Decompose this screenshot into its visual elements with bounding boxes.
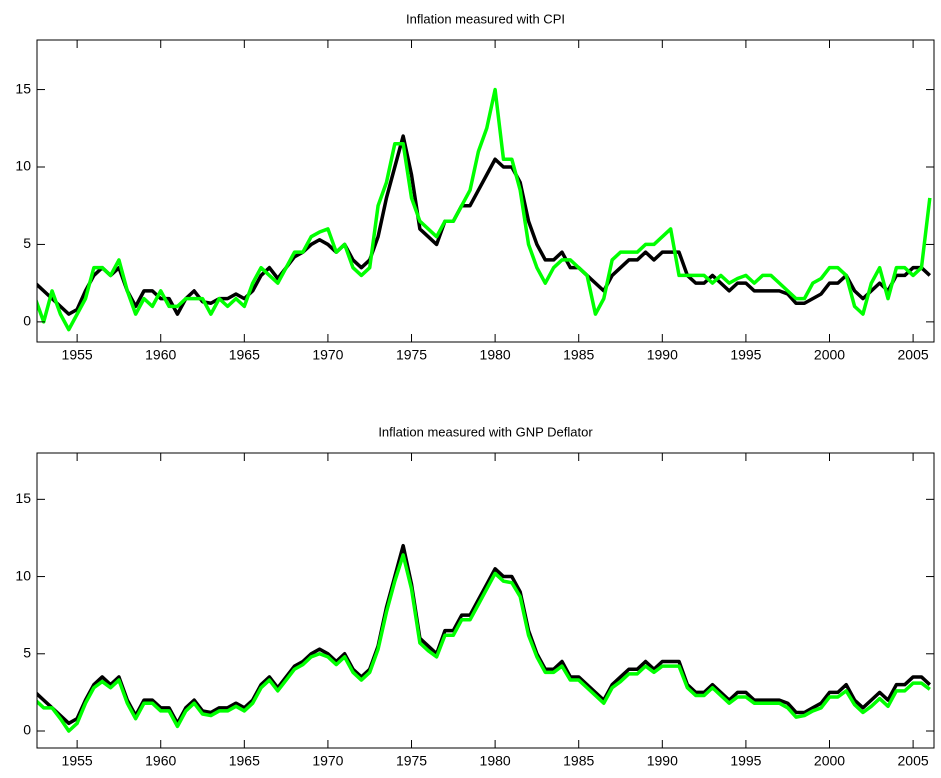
x-tick-label: 1995 — [730, 347, 761, 363]
y-tick-label: 10 — [15, 567, 31, 583]
y-tick-label: 0 — [23, 313, 31, 329]
x-tick-label: 1960 — [145, 753, 176, 769]
y-tick-label: 15 — [15, 490, 31, 506]
axes-box — [36, 39, 935, 343]
x-tick-label: 1970 — [312, 347, 343, 363]
data-line — [37, 87, 932, 332]
x-tick-label: 1975 — [396, 347, 427, 363]
x-tick-label: 1960 — [145, 347, 176, 363]
x-tick-label: 1975 — [396, 753, 427, 769]
x-tick-label: 1980 — [480, 347, 511, 363]
data-line — [37, 543, 932, 726]
data-line — [37, 134, 932, 316]
x-tick-label: 1955 — [62, 347, 93, 363]
subplot: Inflation measured with GNP Deflator 1955… — [15, 424, 935, 769]
axes-box — [36, 452, 935, 749]
subplot: Inflation measured with CPI 1955 1960 1965 1… — [15, 11, 935, 363]
x-tick-label: 1965 — [229, 753, 260, 769]
plot-area — [37, 87, 932, 332]
x-tick-label: 2000 — [814, 753, 845, 769]
plot-area — [37, 543, 932, 733]
x-tick-label: 2005 — [898, 753, 929, 769]
y-tick-label: 10 — [15, 158, 31, 174]
x-tick-label: 1990 — [647, 347, 678, 363]
x-tick-label: 1955 — [62, 753, 93, 769]
x-tick-label: 2005 — [898, 347, 929, 363]
chart-title: Inflation measured with GNP Deflator — [378, 424, 593, 439]
y-tick-label: 5 — [23, 235, 31, 251]
x-tick-label: 2000 — [814, 347, 845, 363]
x-tick-label: 1990 — [647, 753, 678, 769]
data-line — [37, 553, 931, 733]
x-tick-label: 1985 — [563, 347, 594, 363]
x-tick-label: 1970 — [312, 753, 343, 769]
chart-title: Inflation measured with CPI — [406, 11, 565, 26]
x-tick-label: 1965 — [229, 347, 260, 363]
y-tick-label: 5 — [23, 644, 31, 660]
y-tick-label: 15 — [15, 80, 31, 96]
y-tick-label: 0 — [23, 722, 31, 738]
x-tick-label: 1995 — [730, 753, 761, 769]
x-tick-label: 1985 — [563, 753, 594, 769]
x-tick-label: 1980 — [480, 753, 511, 769]
